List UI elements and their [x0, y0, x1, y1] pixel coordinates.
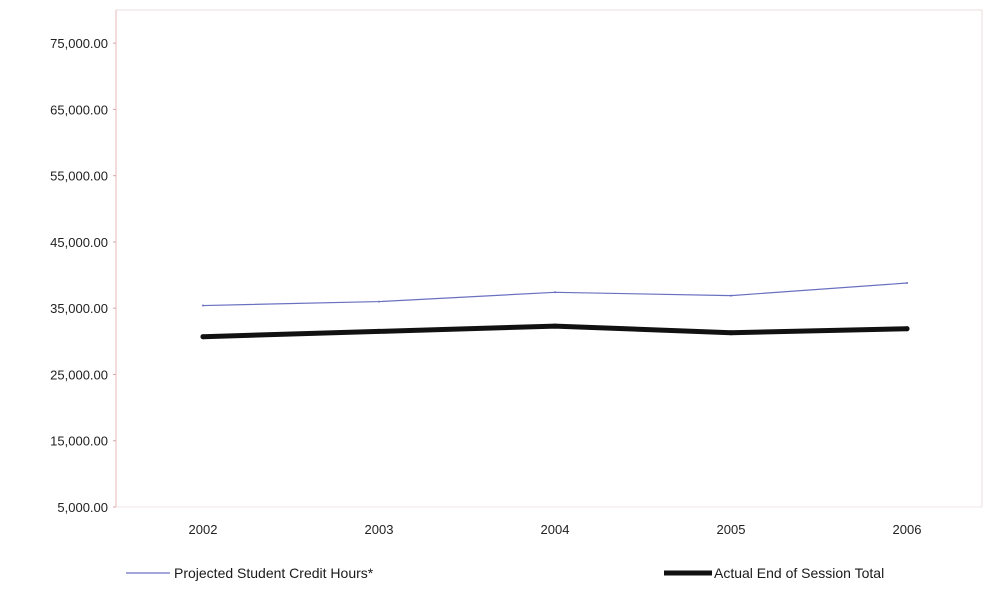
x-tick-label: 2002: [189, 522, 218, 537]
series-1-point: [202, 304, 204, 307]
x-axis: 2002 2003 2004 2005 2006: [189, 522, 922, 537]
series-layer: [200, 282, 910, 340]
series-1-point: [906, 282, 908, 285]
y-tick-label: 35,000.00: [50, 301, 108, 316]
y-tick-label: 75,000.00: [50, 36, 108, 51]
y-tick-label: 5,000.00: [57, 500, 108, 515]
legend: Projected Student Credit Hours* Actual En…: [126, 565, 884, 581]
x-tick-label: 2003: [365, 522, 394, 537]
y-tick-label: 65,000.00: [50, 102, 108, 117]
legend-label-1: Projected Student Credit Hours*: [174, 565, 374, 581]
series-line-1: [202, 282, 908, 307]
series-1-point: [378, 300, 380, 303]
y-tick-label: 15,000.00: [50, 434, 108, 449]
y-tick-label: 25,000.00: [50, 367, 108, 382]
series-2-point: [200, 334, 206, 340]
y-axis: 5,000.00 15,000.00 25,000.00 35,000.00 45,00…: [50, 36, 116, 515]
x-tick-label: 2004: [541, 522, 570, 537]
series-2-point: [904, 326, 910, 332]
x-tick-label: 2005: [717, 522, 746, 537]
series-1-point: [554, 291, 556, 294]
x-tick-label: 2006: [893, 522, 922, 537]
series-1-point: [730, 294, 732, 297]
series-2-point: [728, 330, 734, 336]
series-2-point: [376, 328, 382, 334]
legend-label-2: Actual End of Session Total: [714, 565, 884, 581]
y-tick-label: 55,000.00: [50, 169, 108, 184]
series-2-point: [552, 323, 558, 329]
y-tick-label: 45,000.00: [50, 235, 108, 250]
plot-frame: [115, 9, 983, 508]
